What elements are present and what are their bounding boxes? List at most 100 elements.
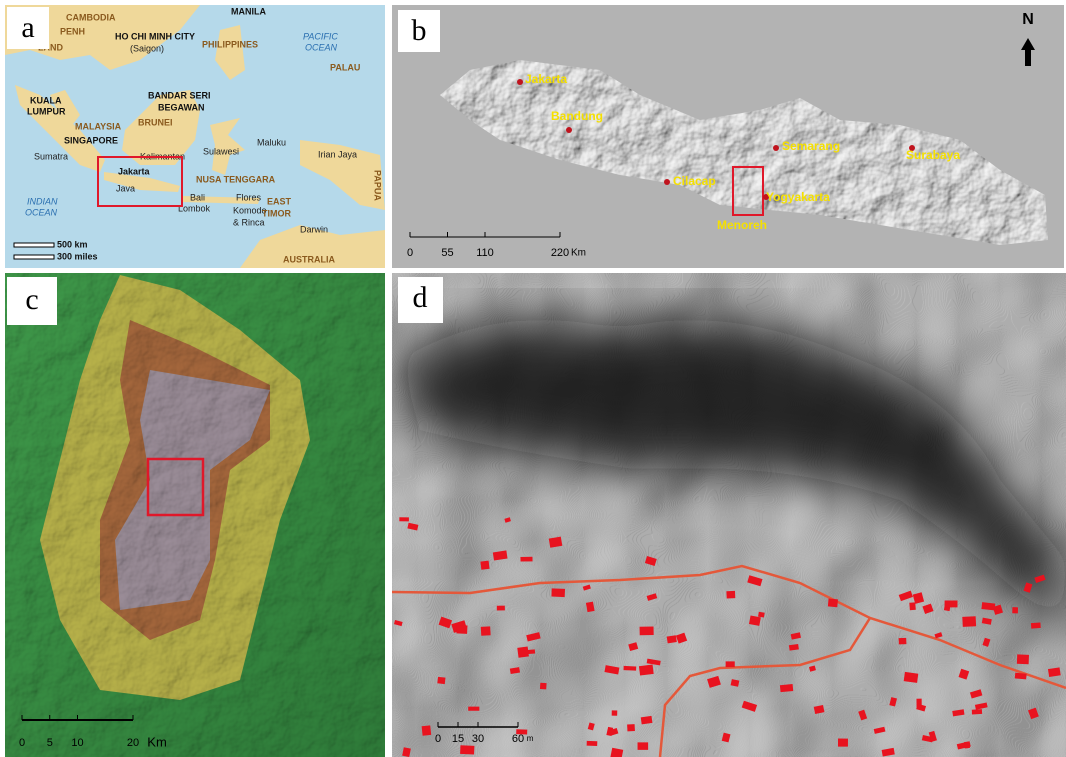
label-box	[7, 7, 49, 49]
panel-a: CAMBODIA PENH LAND HO CHI MINH CITY (Sai…	[5, 5, 385, 268]
study-box	[732, 166, 764, 216]
place-label: Sumatra	[34, 151, 68, 161]
building	[638, 664, 654, 676]
building	[504, 517, 511, 523]
city-label: Jakarta	[525, 72, 567, 86]
building	[666, 635, 677, 644]
scale-label: 0	[19, 737, 25, 749]
place-label: TIMOR	[262, 208, 291, 218]
building	[492, 550, 508, 561]
building	[393, 620, 403, 627]
building	[585, 601, 595, 613]
building	[586, 740, 598, 746]
building	[640, 715, 653, 725]
building	[952, 709, 965, 717]
city-label: Cilacap	[673, 174, 716, 188]
philippines	[215, 25, 245, 80]
panel-d: 0 15 30 60 m d	[392, 273, 1066, 757]
building	[881, 747, 895, 757]
place-label: LUMPUR	[27, 106, 66, 116]
city-label: Semarang	[782, 139, 840, 153]
building	[480, 560, 490, 570]
building	[813, 704, 825, 715]
city-label: Surabaya	[906, 148, 960, 162]
malay-peninsula	[50, 90, 80, 128]
place-label: Irian Jaya	[318, 149, 357, 159]
building	[992, 604, 1003, 615]
place-label: CAMBODIA	[66, 12, 116, 22]
scale-label: 60	[512, 733, 524, 745]
building	[909, 602, 916, 611]
building	[827, 598, 838, 608]
building	[609, 728, 619, 736]
lesser-sunda	[182, 196, 260, 204]
building	[675, 632, 688, 644]
building	[725, 661, 735, 668]
building	[610, 747, 624, 757]
place-label: Flores	[236, 192, 262, 202]
scale-bar	[13, 254, 55, 260]
building	[639, 626, 654, 636]
scale-label: 20	[127, 737, 139, 749]
building	[779, 683, 794, 693]
building	[1023, 582, 1033, 593]
place-label: Lombok	[178, 203, 211, 213]
city-dot	[566, 127, 572, 133]
scale-bar	[13, 242, 55, 248]
building	[516, 729, 528, 735]
scale-label: 110	[476, 247, 494, 259]
building	[1016, 654, 1029, 665]
building	[982, 637, 991, 647]
place-label: Sulawesi	[203, 146, 239, 156]
scale-label: 55	[441, 247, 453, 259]
building	[460, 745, 475, 755]
building	[1014, 672, 1027, 680]
building	[903, 671, 919, 683]
building	[1047, 667, 1061, 678]
place-label: & Rinca	[233, 217, 265, 227]
building	[623, 665, 637, 671]
north-label: N	[1022, 11, 1034, 28]
building	[1028, 707, 1039, 720]
scale-label: 15	[452, 733, 464, 745]
place-label: Maluku	[257, 137, 286, 147]
building	[548, 536, 563, 548]
scale-label: 30	[472, 733, 484, 745]
ridge-shadow	[400, 320, 1066, 640]
place-label: Darwin	[300, 224, 328, 234]
building	[407, 522, 419, 531]
building	[517, 646, 529, 658]
place-label: SINGAPORE	[64, 135, 118, 145]
building	[916, 703, 927, 712]
place-label: Jakarta	[118, 166, 151, 176]
building	[611, 710, 618, 716]
building	[644, 556, 657, 566]
building	[628, 642, 639, 652]
city-label: Bandung	[551, 109, 603, 123]
building	[437, 676, 446, 685]
sumatra	[15, 85, 105, 172]
building	[726, 590, 736, 599]
panel-b: N Jakarta Bandung Semarang Surabaya Cila…	[392, 5, 1064, 268]
panel-label: a	[21, 11, 34, 44]
building	[551, 588, 566, 598]
building	[707, 675, 721, 688]
java	[104, 172, 180, 192]
panel-label: c	[25, 283, 38, 316]
place-label: PENH	[60, 26, 85, 36]
building	[496, 605, 505, 611]
city-dot	[773, 145, 779, 151]
building	[971, 709, 983, 715]
building	[526, 632, 541, 642]
building	[627, 724, 635, 732]
scale-unit: Km	[571, 248, 586, 259]
label-box	[398, 277, 443, 323]
building	[981, 602, 996, 611]
place-label: AUSTRALIA	[283, 254, 335, 264]
scale-label: 5	[47, 737, 53, 749]
study-box	[97, 156, 183, 207]
place-label: INDIAN	[27, 196, 58, 206]
building	[790, 632, 801, 640]
building	[912, 592, 925, 604]
place-label: BRUNEI	[138, 117, 173, 127]
